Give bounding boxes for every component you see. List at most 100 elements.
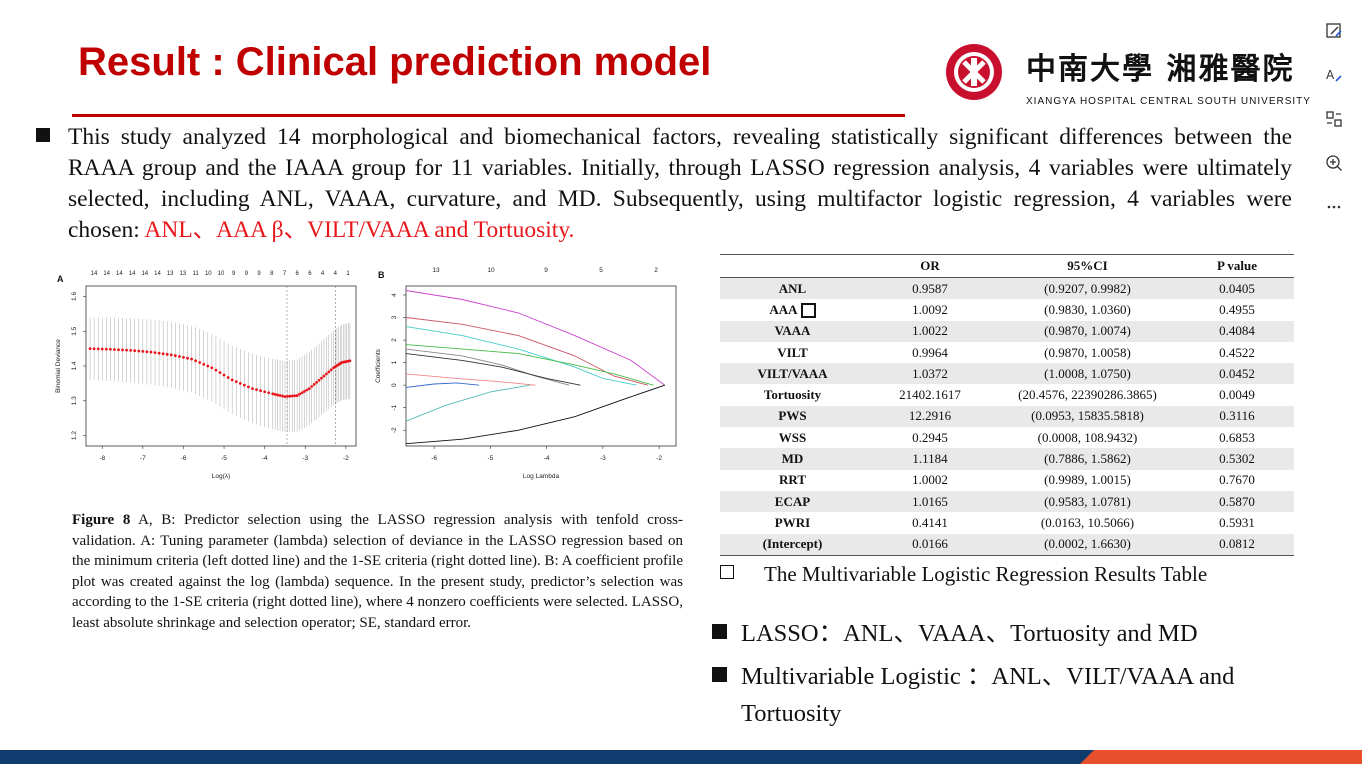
x-tick-label: -4 — [262, 455, 268, 462]
variable-cell: PWRI — [720, 512, 865, 533]
or-cell: 0.0166 — [865, 533, 995, 556]
data-point — [288, 394, 292, 398]
p-value-cell: 0.0049 — [1180, 384, 1294, 405]
y-tick-label: 4 — [391, 293, 398, 297]
or-cell-text: 21402.1617 — [899, 387, 961, 403]
top-label: 11 — [192, 271, 199, 277]
figure-caption-text: A, B: Predictor selection using the LASS… — [72, 512, 683, 631]
data-point — [133, 349, 137, 353]
p-value-cell-text: 0.3116 — [1219, 408, 1255, 424]
ci-cell-text: (1.0008, 1.0750) — [1044, 365, 1131, 381]
data-point — [267, 391, 271, 395]
p-value-cell-text: 0.0452 — [1219, 365, 1255, 381]
ci-cell-text: (0.9207, 0.9982) — [1044, 280, 1131, 296]
top-label: 6 — [296, 271, 300, 277]
x-axis-label: Log(λ) — [212, 473, 230, 480]
data-point — [137, 349, 141, 353]
data-point — [190, 357, 193, 361]
p-value-cell-text: 0.4522 — [1219, 344, 1255, 360]
edit-icon[interactable] — [1317, 14, 1351, 48]
summary-text: Multivariable Logistic ：ANL、VILT/VAAA an… — [741, 663, 1235, 690]
coefficient-path — [405, 382, 480, 388]
data-point — [113, 348, 116, 351]
p-value-cell: 0.4522 — [1180, 342, 1294, 363]
data-point — [290, 394, 294, 398]
data-point — [141, 349, 145, 353]
ci-cell-text: (0.9583, 1.0781) — [1044, 493, 1131, 509]
title-underline — [72, 114, 905, 117]
ci-cell: (0.0953, 15835.5818) — [995, 405, 1180, 428]
layout-icon[interactable] — [1317, 102, 1351, 136]
data-point — [153, 351, 157, 355]
x-axis-label: Log Lambda — [523, 473, 560, 480]
bullet-square — [36, 128, 50, 142]
checkbox-icon — [800, 303, 816, 319]
or-cell-text: 12.2916 — [908, 408, 952, 424]
p-value-cell-text: 0.5870 — [1219, 493, 1255, 509]
checkbox-icon — [720, 565, 734, 579]
data-point — [327, 370, 331, 374]
variable-cell-text: ECAP — [774, 493, 811, 509]
top-label: 2 — [654, 267, 658, 274]
translate-icon[interactable]: A — [1317, 58, 1351, 92]
variable-cell-text: VILT — [777, 344, 808, 360]
data-point — [271, 392, 275, 396]
ci-cell: (1.0008, 1.0750) — [995, 363, 1180, 385]
p-value-cell: 0.0812 — [1180, 533, 1294, 556]
y-tick-label: -1 — [391, 404, 398, 410]
data-point — [298, 392, 301, 396]
data-point — [285, 395, 289, 398]
table-row: ANL 0.9587 (0.9207, 0.9982) 0.0405 — [720, 277, 1294, 300]
data-point — [329, 368, 333, 372]
table-row: VAAA 1.0022 (0.9870, 1.0074) 0.4084 — [720, 320, 1294, 342]
data-point — [251, 387, 254, 391]
coefficient-path — [405, 326, 637, 386]
or-cell: 1.0002 — [865, 470, 995, 491]
table-header-cell: P value — [1180, 254, 1294, 278]
zoom-icon[interactable] — [1317, 146, 1351, 180]
p-value-cell: 0.7670 — [1180, 470, 1294, 491]
or-cell-text: 0.2945 — [912, 429, 948, 445]
p-value-cell-text: 0.5302 — [1219, 451, 1255, 467]
more-icon[interactable] — [1317, 190, 1351, 224]
table-row: RRT 1.0002 (0.9989, 1.0015) 0.7670 — [720, 470, 1294, 491]
data-point — [348, 359, 352, 363]
intro-paragraph: This study analyzed 14 morphological and… — [36, 122, 1292, 246]
top-label: 4 — [321, 271, 325, 277]
x-tick-label: -6 — [431, 455, 437, 462]
coefficient-path — [405, 373, 536, 386]
data-point — [230, 378, 234, 382]
data-point — [307, 387, 311, 391]
ci-cell: (0.0163, 10.5066) — [995, 512, 1180, 533]
data-point — [247, 385, 250, 389]
data-point — [165, 352, 169, 356]
data-point — [273, 392, 277, 396]
variable-cell: VILT/VAAA — [720, 363, 865, 385]
variable-cell: AAA — [720, 299, 865, 320]
data-point — [169, 353, 173, 357]
x-tick-label: -2 — [656, 455, 662, 462]
table-row: Tortuosity 21402.1617 (20.4576, 22390286.3… — [720, 384, 1294, 405]
data-point — [161, 352, 165, 356]
y-tick-label: 1.4 — [71, 361, 78, 370]
or-cell-text: 1.0092 — [912, 301, 948, 317]
data-point — [303, 389, 306, 393]
p-value-cell: 0.4955 — [1180, 299, 1294, 320]
ci-cell: (0.9989, 1.0015) — [995, 470, 1180, 491]
x-tick-label: -2 — [343, 455, 349, 462]
plot-frame — [405, 285, 677, 447]
ci-cell: (20.4576, 22390286.3865) — [995, 384, 1180, 405]
x-tick-label: -6 — [181, 455, 187, 462]
x-tick-label: -5 — [487, 455, 493, 462]
or-cell-text: 0.9587 — [912, 280, 948, 296]
table-header-cell — [720, 254, 865, 278]
p-value-cell: 0.5931 — [1180, 512, 1294, 533]
data-point — [177, 355, 181, 358]
data-point — [295, 394, 299, 397]
top-label: 14 — [103, 271, 110, 277]
x-tick-label: -7 — [140, 455, 146, 462]
y-tick-label: 1 — [391, 360, 398, 364]
data-point — [317, 378, 321, 382]
data-point — [281, 394, 284, 398]
table-header-cell: 95%CI — [995, 254, 1180, 278]
